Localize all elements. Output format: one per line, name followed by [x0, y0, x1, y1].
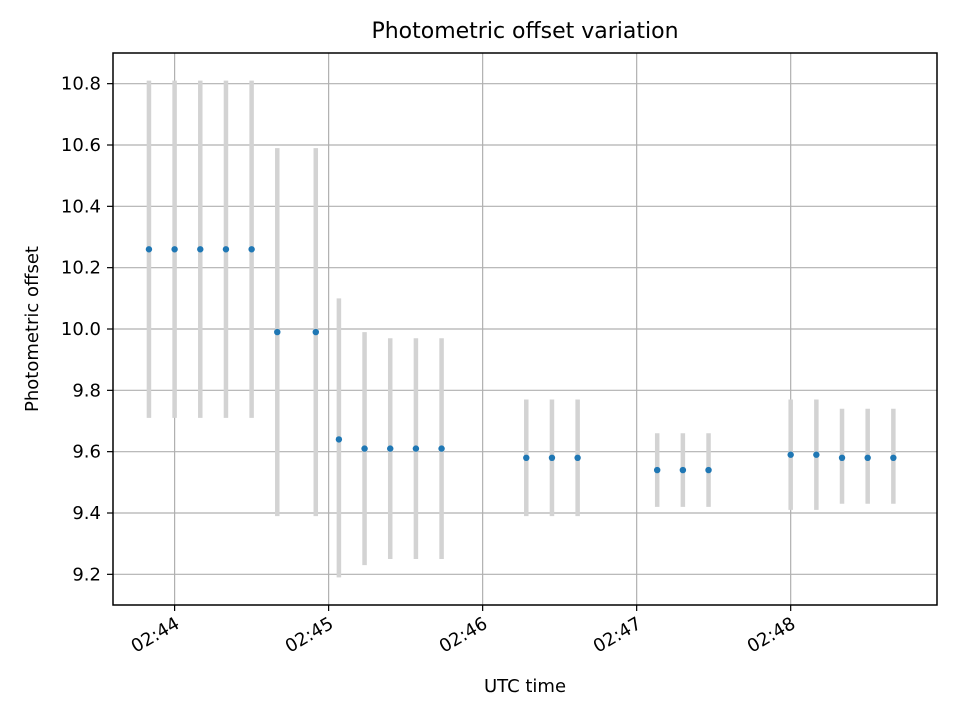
- data-point: [312, 328, 319, 336]
- data-point: [653, 466, 661, 474]
- y-axis-label: Photometric offset: [22, 246, 43, 412]
- grid: [113, 53, 937, 605]
- x-tick-label: 02:46: [436, 613, 491, 657]
- y-tick-label: 10.4: [61, 196, 101, 217]
- x-tick-label: 02:48: [744, 613, 799, 657]
- data-point: [145, 246, 153, 253]
- data-point: [361, 445, 368, 452]
- data-point: [864, 454, 871, 461]
- axes: 9.2 9.4 9.6 9.8 10.0 10.2 10.4 10.6 10.8 02:44 02:…: [61, 74, 799, 658]
- data-point: [890, 454, 897, 461]
- y-tick-label: 10.8: [61, 74, 101, 95]
- data-point: [548, 454, 556, 461]
- data-point: [438, 445, 445, 452]
- y-tick-label: 10.2: [61, 258, 101, 279]
- data-point: [335, 436, 343, 443]
- data-point: [222, 246, 230, 253]
- data-point: [387, 445, 394, 452]
- data-point: [197, 246, 204, 253]
- x-tick-label: 02:44: [128, 613, 183, 657]
- data-point: [274, 328, 281, 336]
- data-points: [145, 246, 897, 474]
- data-point: [523, 454, 530, 461]
- data-point: [705, 466, 712, 474]
- data-point: [574, 454, 581, 461]
- y-tick-label: 9.6: [72, 442, 101, 463]
- y-tick-label: 9.8: [72, 380, 101, 401]
- y-tick-label: 9.2: [72, 564, 101, 585]
- x-axis-label: UTC time: [484, 676, 566, 697]
- data-point: [171, 246, 178, 253]
- x-tick-label: 02:47: [590, 613, 645, 657]
- chart-title: Photometric offset variation: [371, 19, 678, 44]
- plot-frame: [112, 52, 938, 606]
- y-tick-label: 10.6: [61, 135, 101, 156]
- x-tick-label: 02:45: [282, 613, 337, 657]
- data-point: [838, 454, 846, 461]
- data-point: [813, 451, 820, 458]
- y-tick-label: 10.0: [61, 319, 101, 340]
- data-point: [679, 466, 687, 474]
- data-point: [412, 445, 420, 452]
- data-point: [248, 246, 255, 253]
- y-tick-label: 9.4: [72, 503, 101, 524]
- data-point: [787, 451, 794, 458]
